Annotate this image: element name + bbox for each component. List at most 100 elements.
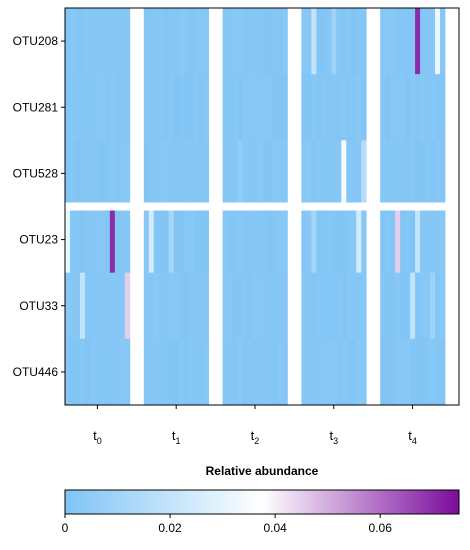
heatmap-cell — [351, 8, 357, 75]
heatmap-cell — [311, 272, 317, 340]
heatmap-cell — [124, 338, 131, 406]
heatmap-cell — [420, 206, 426, 274]
heatmap-cell — [193, 8, 200, 75]
heatmap-cell — [326, 140, 332, 207]
colorbar-title: Relative abundance — [206, 464, 319, 478]
heatmap-cell — [306, 206, 312, 274]
heatmap-cell — [203, 74, 209, 141]
heatmap-cell — [242, 272, 248, 340]
heatmap-cell — [94, 206, 101, 274]
heatmap-cell — [222, 140, 228, 207]
heatmap-cell — [99, 338, 106, 406]
heatmap-cell — [356, 338, 362, 406]
heatmap-cell — [178, 272, 185, 340]
heatmap-cell — [94, 8, 101, 75]
heatmap-cell — [306, 338, 312, 406]
heatmap-cell — [84, 8, 91, 75]
heatmap-cell — [267, 8, 273, 75]
heatmap-cell — [361, 8, 367, 75]
heatmap-cell — [247, 338, 253, 406]
heatmap-cell — [153, 8, 160, 75]
heatmap-cell — [124, 74, 131, 141]
heatmap-cell — [193, 272, 200, 340]
heatmap-cell — [282, 8, 288, 75]
row-labels: OTU208 OTU281 OTU528 OTU23 OTU33 OTU446 — [13, 34, 65, 379]
heatmap-cell — [109, 206, 116, 274]
heatmap-cell — [267, 140, 273, 207]
heatmap-cell — [361, 338, 367, 406]
heatmap-cell — [395, 74, 401, 141]
heatmap-cell — [109, 74, 116, 141]
heatmap-cell — [385, 338, 391, 406]
heatmap-cell — [420, 140, 426, 207]
heatmap-cell — [94, 272, 101, 340]
heatmap-cell — [400, 206, 406, 274]
heatmap-cell — [390, 140, 396, 207]
heatmap-cell — [227, 74, 233, 141]
heatmap-cell — [326, 272, 332, 340]
heatmap-cell — [301, 140, 307, 207]
heatmap-cell — [410, 272, 416, 340]
heatmap-cell — [282, 272, 288, 340]
heatmap-cell — [222, 8, 228, 75]
heatmap-cell — [435, 338, 441, 406]
heatmap-cell — [183, 140, 190, 207]
heatmap-cell — [410, 206, 416, 274]
heatmap-cell — [425, 140, 431, 207]
heatmap-cell — [262, 272, 268, 340]
heatmap-cell — [316, 74, 322, 141]
heatmap-cell — [316, 140, 322, 207]
heatmap-cell — [405, 338, 411, 406]
colorbar-gradient — [64, 489, 460, 515]
heatmap-cell — [247, 272, 253, 340]
heatmap-cell — [114, 206, 121, 274]
heatmap-cell — [65, 140, 71, 207]
heatmap-cell — [415, 8, 421, 75]
heatmap-cell — [163, 206, 170, 274]
heatmap-cell — [440, 74, 446, 141]
heatmap-cell — [84, 74, 91, 141]
heatmap-cell — [89, 206, 96, 274]
heatmap-cell — [178, 206, 185, 274]
heatmap-cell — [435, 8, 441, 75]
heatmap-cell — [282, 206, 288, 274]
heatmap-cell — [163, 140, 170, 207]
heatmap-cell — [84, 338, 91, 406]
colorbar-tick-label: 0.06 — [369, 521, 393, 535]
heatmap-cell — [222, 272, 228, 340]
heatmap-cell — [440, 272, 446, 340]
heatmap-cell — [272, 8, 278, 75]
heatmap-cell — [163, 74, 170, 141]
heatmap-cell — [277, 140, 283, 207]
heatmap-cell — [400, 140, 406, 207]
heatmap-cell — [282, 338, 288, 406]
heatmap-cell — [227, 338, 233, 406]
group-label: t3 — [329, 428, 338, 446]
heatmap-cell — [188, 338, 195, 406]
heatmap-cell — [262, 74, 268, 141]
heatmap-cell — [361, 74, 367, 141]
heatmap-cell — [282, 140, 288, 207]
heatmap-cell — [148, 74, 155, 141]
heatmap-cell — [301, 74, 307, 141]
heatmap-cell — [440, 140, 446, 207]
heatmap-cell — [178, 74, 185, 141]
heatmap-cell — [405, 140, 411, 207]
group-labels: t0 t1 t2 t3 t4 — [93, 405, 417, 446]
heatmap-cell — [109, 8, 116, 75]
heatmap-cell — [356, 272, 362, 340]
heatmap-cell — [69, 272, 76, 340]
heatmap-cell — [395, 8, 401, 75]
heatmap-cell — [346, 140, 352, 207]
heatmap-cell — [119, 206, 126, 274]
heatmap-cell — [252, 140, 258, 207]
heatmap-cell — [252, 206, 258, 274]
heatmap-cell — [84, 272, 91, 340]
heatmap-cell — [153, 338, 160, 406]
heatmap-cell — [99, 272, 106, 340]
heatmap-cell — [420, 338, 426, 406]
heatmap-cell — [277, 206, 283, 274]
heatmap-cell — [227, 272, 233, 340]
heatmap-cell — [321, 206, 327, 274]
